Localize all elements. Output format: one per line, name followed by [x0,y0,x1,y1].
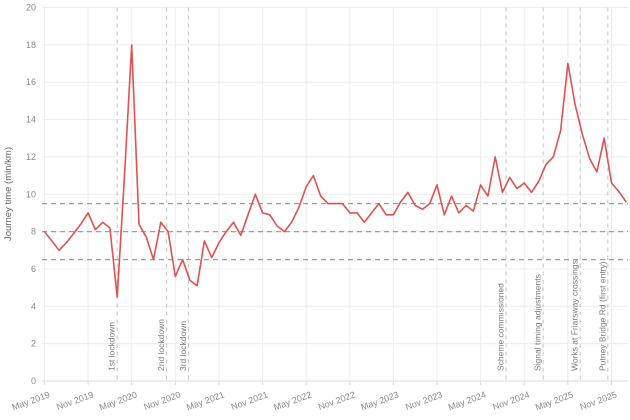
y-tick-label: 6 [31,264,36,274]
y-tick-label: 16 [26,77,36,87]
y-axis-title: Journey time (min/km) [3,147,14,241]
y-tick-label: 4 [31,301,36,311]
x-tick-label: Nov 2019 [55,389,95,412]
x-tick-label: May 2019 [11,389,52,412]
y-tick-label: 18 [26,40,36,50]
y-tick-label: 0 [31,376,36,386]
x-tick-label: May 2023 [360,389,401,412]
annotation-label: 3rd lockdown [178,321,188,371]
y-tick-label: 2 [31,339,36,349]
annotation-label: 2nd lockdown [156,319,166,371]
x-tick-label: Nov 2022 [317,389,357,412]
y-tick-label: 14 [26,115,36,125]
y-tick-label: 20 [26,3,36,13]
annotation-label: 1st lockdown [107,322,117,371]
x-tick-label: May 2022 [272,389,313,412]
annotation-label: Signal timing adjustments [533,274,543,371]
x-tick-label: May 2025 [534,389,575,412]
x-tick-label: Nov 2023 [404,389,444,412]
x-tick-label: May 2020 [98,389,139,412]
x-tick-label: May 2021 [185,389,226,412]
annotation-label: Putney Bridge Rd (first entry) [597,261,607,371]
y-tick-label: 10 [26,189,36,199]
x-tick-label: Nov 2024 [491,389,531,412]
annotation-label: Works at Friarsway crossings [570,260,580,371]
annotation-label: Scheme commissioned [496,283,506,371]
y-tick-label: 8 [31,227,36,237]
x-tick-label: Nov 2021 [230,389,270,412]
journey-time-series-line [43,44,627,298]
y-tick-label: 12 [26,152,36,162]
x-tick-label: Nov 2025 [579,389,619,412]
x-tick-label: Nov 2020 [142,389,182,412]
x-tick-label: May 2024 [447,389,488,412]
